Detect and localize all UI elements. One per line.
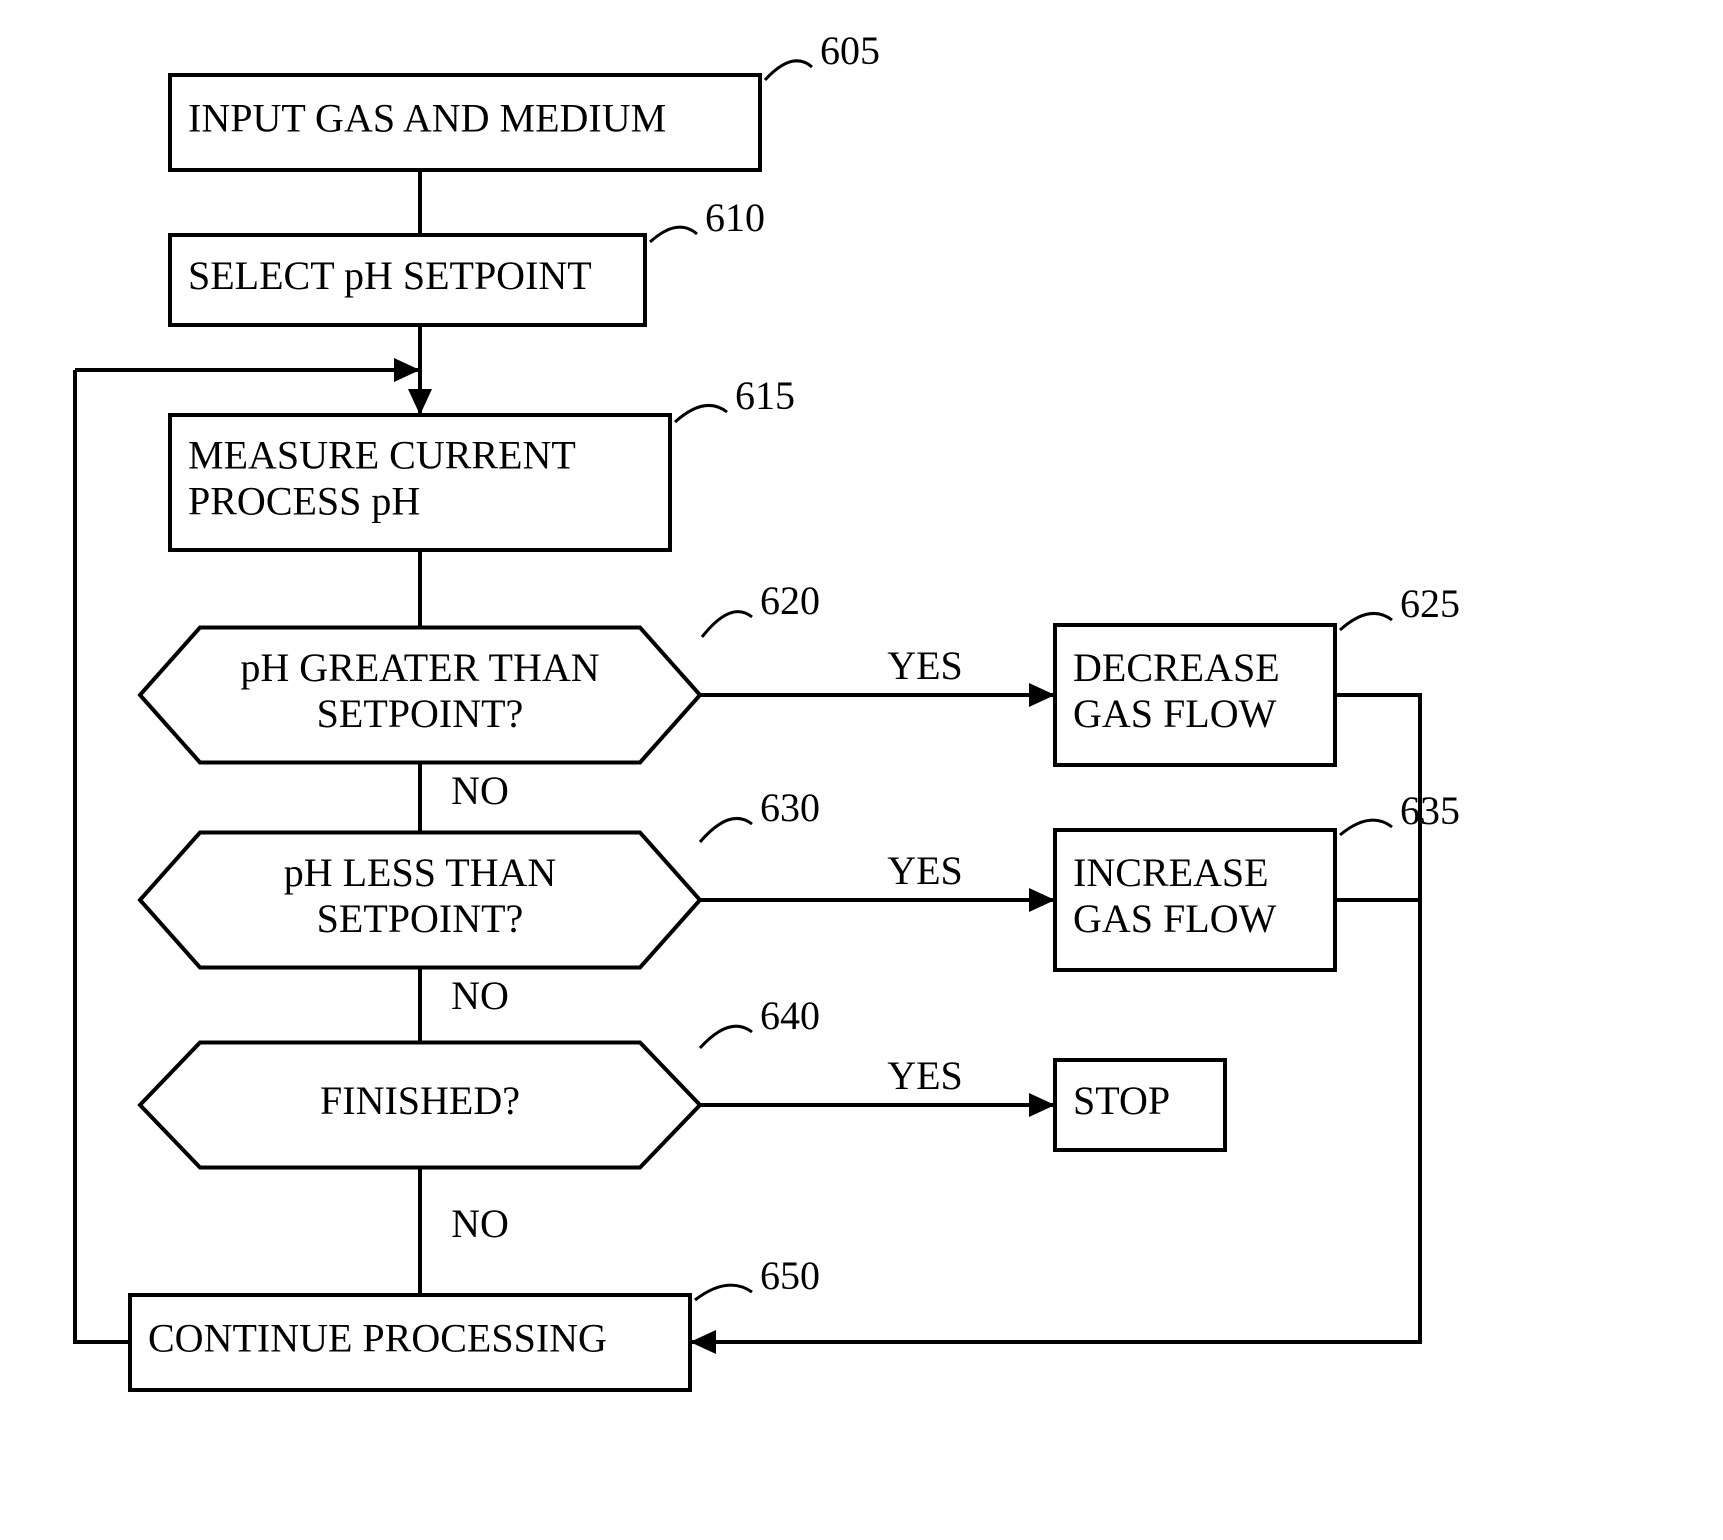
ref-leader (702, 612, 752, 637)
flowchart: YES NO YES NO YES NO INPUT GAS AND MEDIUM 605 SE… (0, 0, 1723, 1540)
node-text: GAS FLOW (1073, 896, 1277, 941)
ref-number: 640 (760, 993, 820, 1038)
edge-label: NO (451, 1201, 509, 1246)
ref-leader (695, 1285, 752, 1300)
ref-number: 625 (1400, 581, 1460, 626)
node-text: SETPOINT? (317, 896, 524, 941)
node-text: MEASURE CURRENT (188, 433, 576, 478)
ref-leader (650, 227, 697, 242)
node-text: DECREASE (1073, 645, 1280, 690)
edge-label: NO (451, 768, 509, 813)
ref-leader (1340, 613, 1392, 630)
node-text: SELECT pH SETPOINT (188, 253, 592, 298)
node-text: INPUT GAS AND MEDIUM (188, 96, 666, 141)
node-text: pH GREATER THAN (240, 645, 599, 690)
node-text: CONTINUE PROCESSING (148, 1316, 607, 1361)
node-text: pH LESS THAN (284, 850, 557, 895)
node-text: STOP (1073, 1078, 1170, 1123)
ref-number: 635 (1400, 788, 1460, 833)
node-text: GAS FLOW (1073, 691, 1277, 736)
ref-number: 620 (760, 578, 820, 623)
ref-number: 650 (760, 1253, 820, 1298)
node-text: FINISHED? (320, 1078, 520, 1123)
ref-number: 605 (820, 28, 880, 73)
ref-leader (700, 1026, 752, 1048)
ref-leader (700, 818, 752, 842)
node-text: PROCESS pH (188, 479, 420, 524)
edge-label: YES (887, 1053, 963, 1098)
ref-number: 615 (735, 373, 795, 418)
ref-leader (675, 405, 727, 422)
ref-leader (1340, 820, 1392, 835)
ref-number: 630 (760, 785, 820, 830)
edge-label: YES (887, 643, 963, 688)
node-text: INCREASE (1073, 850, 1269, 895)
edge-label: NO (451, 973, 509, 1018)
edge-label: YES (887, 848, 963, 893)
ref-leader (765, 61, 812, 80)
node-text: SETPOINT? (317, 691, 524, 736)
ref-number: 610 (705, 195, 765, 240)
